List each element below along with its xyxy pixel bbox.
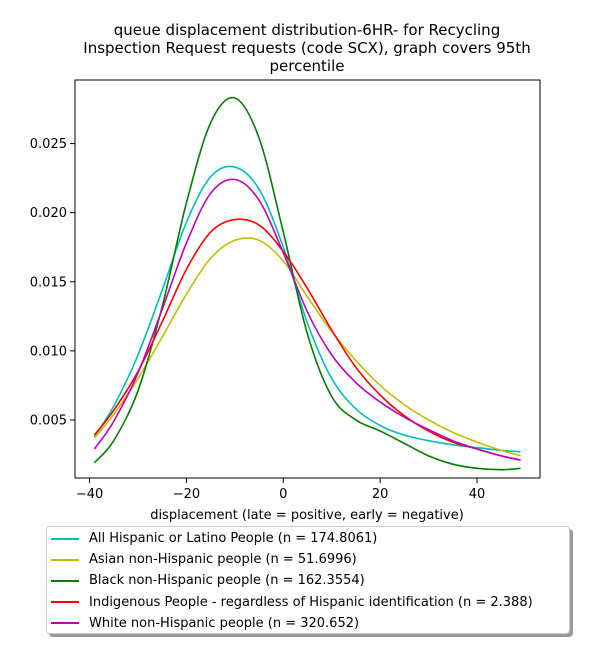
title-line-3: percentile bbox=[269, 57, 344, 75]
legend-label: Indigenous People - regardless of Hispan… bbox=[89, 594, 533, 610]
x-tick-label: 20 bbox=[372, 487, 389, 502]
legend-label: White non-Hispanic people (n = 320.652) bbox=[89, 615, 360, 631]
legend-label: Black non-Hispanic people (n = 162.3554) bbox=[89, 573, 365, 589]
x-tick-label: 40 bbox=[469, 487, 486, 502]
x-tick-label: 0 bbox=[279, 487, 287, 502]
legend-item: Black non-Hispanic people (n = 162.3554) bbox=[47, 570, 569, 591]
legend-swatch bbox=[51, 601, 79, 604]
series-line-4 bbox=[93, 218, 521, 461]
x-axis-label: displacement (late = positive, early = n… bbox=[150, 508, 464, 523]
legend: All Hispanic or Latino People (n = 174.8… bbox=[46, 526, 570, 634]
legend-swatch bbox=[51, 537, 79, 540]
y-tick-label: 0.020 bbox=[30, 206, 67, 221]
series-line-3 bbox=[93, 96, 521, 471]
legend-item: Asian non-Hispanic people (n = 51.6996) bbox=[47, 549, 569, 570]
y-tick-label: 0.025 bbox=[30, 137, 67, 152]
x-axis: −40 −20 0 20 40 bbox=[76, 478, 485, 502]
series-line-1 bbox=[93, 165, 521, 453]
legend-swatch bbox=[51, 622, 79, 625]
legend-item: White non-Hispanic people (n = 320.652) bbox=[47, 613, 569, 634]
y-tick-label: 0.015 bbox=[30, 275, 67, 290]
y-tick-label: 0.010 bbox=[30, 344, 67, 359]
legend-item: Indigenous People - regardless of Hispan… bbox=[47, 592, 569, 613]
x-tick-label: −40 bbox=[76, 487, 103, 502]
series-lines bbox=[93, 96, 521, 471]
title-line-2: Inspection Request requests (code SCX), … bbox=[83, 39, 530, 57]
chart-title: queue displacement distribution-6HR- for… bbox=[83, 21, 530, 75]
y-axis: 0.005 0.010 0.015 0.020 0.025 bbox=[30, 137, 75, 428]
y-tick-label: 0.005 bbox=[30, 413, 67, 428]
title-line-1: queue displacement distribution-6HR- for… bbox=[114, 21, 500, 39]
legend-swatch bbox=[51, 558, 79, 561]
legend-label: All Hispanic or Latino People (n = 174.8… bbox=[89, 531, 378, 547]
legend-swatch bbox=[51, 579, 79, 582]
series-line-2 bbox=[93, 237, 521, 457]
legend-label: Asian non-Hispanic people (n = 51.6996) bbox=[89, 552, 357, 568]
x-tick-label: −20 bbox=[173, 487, 200, 502]
series-line-5 bbox=[93, 178, 521, 461]
plot-frame bbox=[74, 79, 541, 479]
legend-item: All Hispanic or Latino People (n = 174.8… bbox=[47, 528, 569, 549]
